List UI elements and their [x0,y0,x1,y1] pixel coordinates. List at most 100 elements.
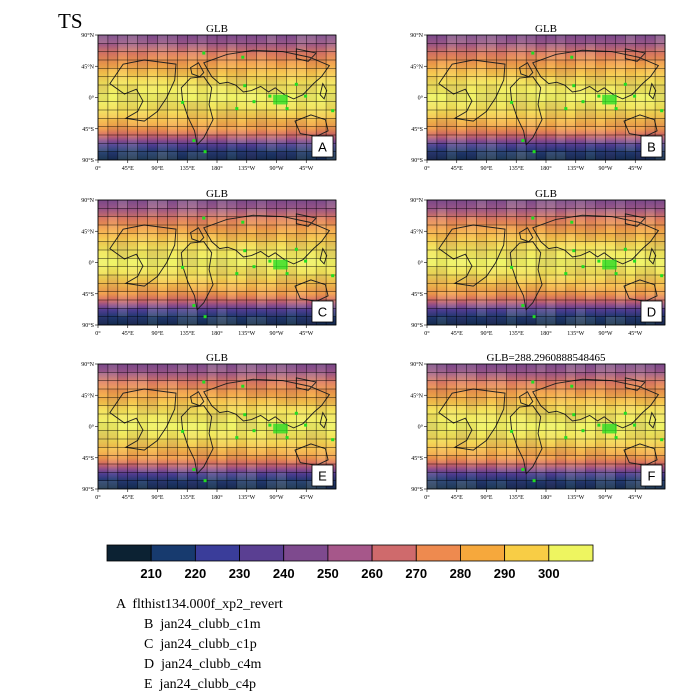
lon-tick-label: 135°W [567,494,584,501]
colorbar-swatch [460,544,506,562]
obs-marker [192,304,196,308]
obs-marker [203,479,207,483]
obs-marker [203,315,207,319]
obs-marker [660,109,664,113]
lat-tick-label: 45°S [411,455,423,462]
colorbar-label: 300 [538,566,560,581]
lon-tick-label: 90°W [269,330,283,337]
colorbar: 210 220 230 240 250 260 270 280 290 300 [106,544,594,581]
obs-marker [243,249,247,253]
panel-title: GLB [206,352,228,364]
obs-marker [252,429,256,433]
panel-title: GLB [206,188,228,200]
colorbar-label: 280 [450,566,472,581]
obs-marker [235,436,239,440]
obs-marker [331,438,335,442]
obs-marker [510,429,514,433]
map-panel-b: GLB B 90°N 45°N 0° 45°S 90°S 0° 45°E 90°E 135°E 180… [399,23,699,183]
lon-tick-label: 180° [211,494,223,501]
temperature-map: F90°N45°N0°45°S90°S0° 45°E 90°E 135°E 180° 13… [410,361,666,501]
obs-marker [304,94,308,98]
lat-tick-label: 0° [89,260,95,267]
lat-tick-label: 90°N [410,32,423,39]
obs-marker [181,265,185,269]
obs-marker [202,51,206,55]
panel-letter: C [318,305,327,320]
lon-tick-label: 0° [95,494,101,501]
obs-marker [572,249,576,253]
obs-marker [570,220,574,224]
panel-title: GLB [206,23,228,35]
obs-marker [614,107,618,111]
obs-marker [521,468,525,472]
obs-marker [564,272,568,276]
colorbar-label: 210 [140,566,162,581]
temperature-map: C90°N45°N0°45°S90°S0° 45°E 90°E 135°E 180° 13… [81,197,337,337]
obs-marker [581,265,585,269]
legend-item-b: B jan24_clubb_c1m [144,617,261,632]
lon-tick-label: 135°E [509,165,524,172]
lon-tick-label: 90°E [480,494,492,501]
lon-tick-label: 90°E [480,330,492,337]
map-panel-e: GLB E 90°N 45°N 0° 45°S 90°S 0° 45°E 90°E 135°E 180… [70,352,370,512]
obs-marker [235,272,239,276]
obs-marker [181,429,185,433]
lat-tick-label: 45°N [81,63,94,70]
obs-marker [633,259,637,263]
obs-marker [202,380,206,384]
obs-marker [294,411,298,415]
obs-marker [268,259,272,263]
lat-tick-label: 45°N [410,392,423,399]
obs-marker [192,139,196,143]
obs-marker [331,274,335,278]
lon-tick-label: 45°W [299,494,313,501]
lat-tick-label: 0° [89,424,95,431]
obs-marker [531,216,535,220]
lon-tick-label: 135°E [180,165,195,172]
lon-tick-label: 0° [95,330,101,337]
panel-title: GLB [535,188,557,200]
panel-title: GLB [535,23,557,35]
colorbar-swatch [194,544,240,562]
lon-tick-label: 45°E [122,165,134,172]
colorbar-label: 270 [405,566,427,581]
obs-marker [252,100,256,104]
lon-tick-label: 135°E [509,494,524,501]
obs-marker [285,107,289,111]
temperature-map: D90°N45°N0°45°S90°S0° 45°E 90°E 135°E 180° 13… [410,197,666,337]
lon-tick-label: 135°W [567,165,584,172]
obs-marker [581,100,585,104]
obs-marker [285,436,289,440]
colorbar-swatch [106,544,152,562]
lon-tick-label: 45°E [122,330,134,337]
temperature-map: A90°N45°N0°45°S90°S0° 45°E 90°E 135°E 180° 13… [81,32,337,172]
obs-marker [531,380,535,384]
case-legend: A flthist134.000f_xp2_revert B jan24_club… [116,595,283,695]
panel-title: GLB=288.2960888548465 [486,352,606,364]
legend-item-a: A flthist134.000f_xp2_revert [116,597,283,612]
map-panel-f: GLB=288.2960888548465 F 90°N 45°N 0° 45°S 90°S… [399,352,699,512]
lat-tick-label: 90°S [82,157,94,164]
lat-tick-label: 45°N [410,63,423,70]
colorbar-swatch [283,544,329,562]
colorbar-swatch [415,544,461,562]
lat-tick-label: 45°N [410,228,423,235]
colorbar-label: 250 [317,566,339,581]
obs-marker [614,272,618,276]
colorbar-label: 230 [229,566,251,581]
lat-tick-label: 45°S [411,291,423,298]
lat-tick-label: 90°N [410,197,423,204]
lon-tick-label: 135°W [238,330,255,337]
panel-letter: B [647,140,656,155]
lon-tick-label: 45°W [628,494,642,501]
lon-tick-label: 90°W [598,165,612,172]
obs-marker [192,468,196,472]
lat-tick-label: 45°S [411,126,423,133]
colorbar-swatch [371,544,417,562]
lat-tick-label: 45°S [82,455,94,462]
panel-letter: D [647,305,656,320]
obs-marker [243,84,247,88]
obs-marker [581,429,585,433]
obs-marker [510,265,514,269]
obs-marker [294,247,298,251]
